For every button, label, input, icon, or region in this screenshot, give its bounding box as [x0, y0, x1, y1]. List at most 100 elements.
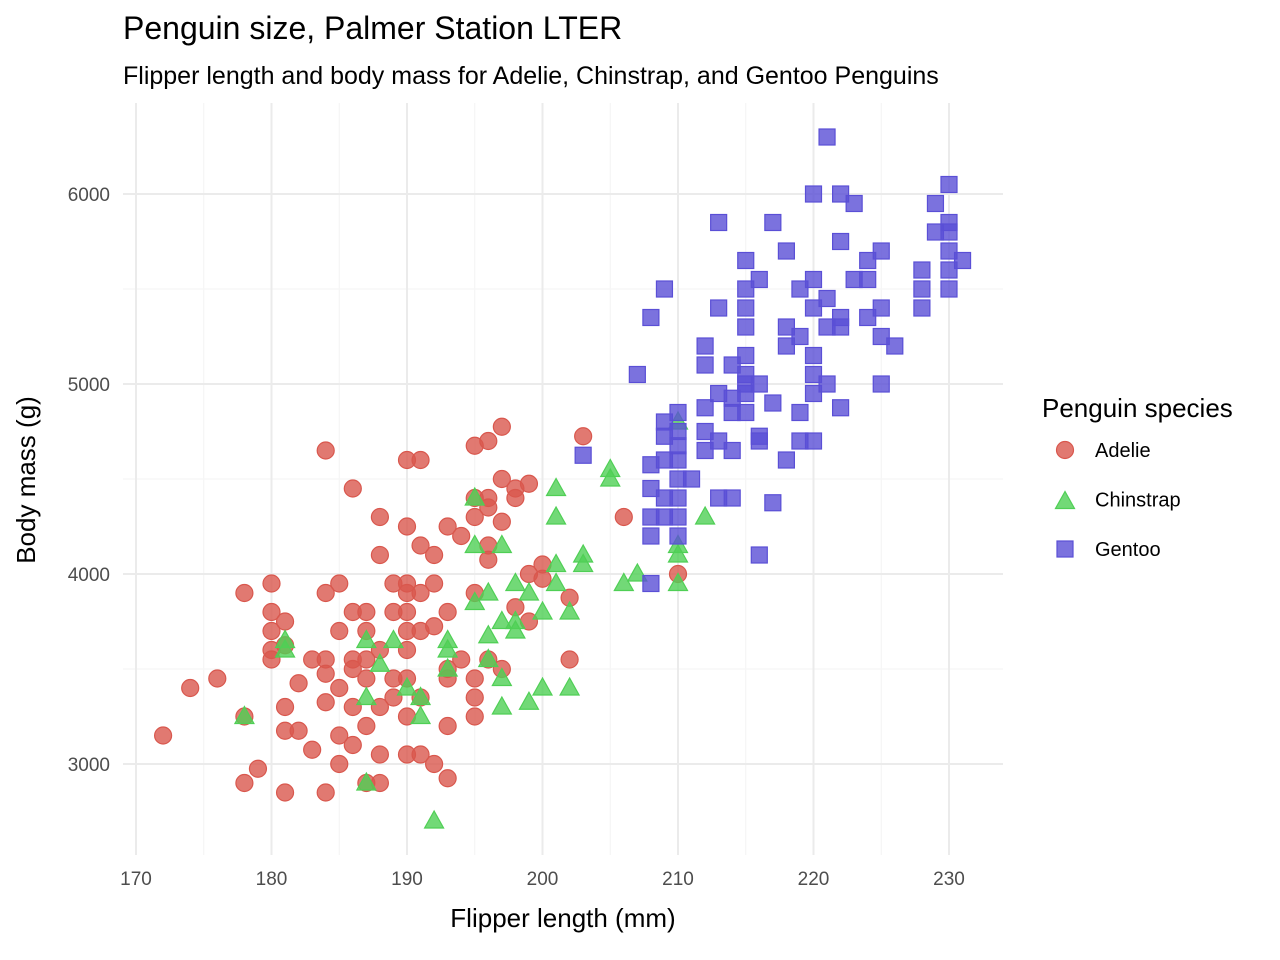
data-point-chinstrap	[504, 619, 526, 639]
data-point-adelie	[248, 759, 268, 778]
data-point-gentoo	[940, 175, 958, 194]
data-point-gentoo	[831, 185, 850, 203]
data-point-gentoo	[642, 574, 660, 593]
data-point-adelie	[479, 431, 498, 451]
data-point-chinstrap	[694, 505, 716, 525]
data-point-adelie	[397, 517, 417, 536]
data-point-adelie	[452, 650, 471, 669]
data-point-gentoo	[750, 375, 768, 393]
data-point-adelie	[343, 479, 362, 498]
data-point-adelie	[438, 769, 457, 788]
data-point-adelie	[303, 740, 322, 759]
data-point-gentoo	[669, 437, 687, 455]
data-point-adelie	[289, 721, 308, 740]
chart-title: Penguin size, Palmer Station LTER	[123, 10, 622, 46]
series-chinstrap	[233, 410, 716, 829]
data-point-chinstrap	[599, 467, 621, 487]
chart-subtitle: Flipper length and body mass for Adelie,…	[123, 62, 939, 90]
data-point-adelie	[425, 574, 444, 593]
x-axis-ticks: 170 180 190 200 210 220 230	[120, 869, 965, 890]
data-point-gentoo	[737, 318, 755, 336]
data-point-gentoo	[682, 470, 701, 488]
data-point-gentoo	[859, 270, 877, 289]
data-point-adelie	[262, 602, 281, 622]
data-point-chinstrap	[559, 600, 581, 620]
data-point-gentoo	[669, 489, 687, 507]
data-point-gentoo	[926, 194, 945, 213]
data-point-gentoo	[777, 451, 796, 469]
data-point-gentoo	[669, 451, 687, 469]
data-point-adelie	[492, 417, 511, 436]
data-point-adelie	[208, 669, 227, 688]
series-gentoo	[574, 128, 972, 593]
data-point-adelie	[465, 669, 484, 688]
data-point-adelie	[316, 664, 335, 683]
data-point-chinstrap	[518, 691, 540, 710]
data-point-adelie	[262, 574, 281, 593]
data-point-adelie	[330, 574, 349, 593]
data-point-gentoo	[655, 280, 674, 298]
legend-items: Adelie Chinstrap Gentoo	[1054, 440, 1181, 561]
legend-label: Chinstrap	[1095, 490, 1181, 512]
data-point-gentoo	[777, 337, 796, 355]
data-point-adelie	[519, 474, 539, 493]
data-point-gentoo	[804, 270, 823, 289]
data-point-adelie	[370, 745, 389, 764]
data-point-gentoo	[872, 327, 890, 346]
data-point-gentoo	[710, 213, 728, 232]
data-point-adelie	[330, 754, 349, 774]
legend-key-gentoo	[1056, 540, 1074, 558]
data-point-gentoo	[669, 527, 687, 545]
data-point-adelie	[397, 640, 417, 660]
data-point-gentoo	[642, 527, 660, 545]
legend-item-adelie: Adelie	[1055, 440, 1151, 462]
data-point-gentoo	[777, 318, 796, 336]
data-point-gentoo	[723, 441, 741, 460]
y-tick-label: 6000	[68, 185, 110, 206]
data-point-chinstrap	[233, 705, 255, 725]
data-point-chinstrap	[423, 809, 445, 829]
data-point-chinstrap	[464, 534, 486, 554]
data-point-adelie	[533, 569, 552, 588]
data-point-chinstrap	[477, 648, 499, 668]
legend-item-gentoo: Gentoo	[1056, 539, 1161, 561]
data-point-gentoo	[859, 251, 877, 270]
x-axis-title: Flipper length (mm)	[450, 903, 675, 933]
data-point-chinstrap	[626, 562, 648, 582]
data-point-chinstrap	[437, 638, 459, 658]
data-point-chinstrap	[464, 591, 486, 611]
data-point-adelie	[235, 773, 254, 793]
data-point-gentoo	[913, 280, 931, 298]
data-point-gentoo	[804, 365, 823, 384]
data-point-adelie	[614, 507, 633, 527]
data-point-chinstrap	[613, 572, 635, 592]
data-point-gentoo	[913, 261, 931, 279]
legend-label: Adelie	[1095, 440, 1151, 462]
data-point-adelie	[465, 688, 484, 707]
data-point-adelie	[316, 693, 335, 712]
data-point-adelie	[425, 754, 444, 774]
y-tick-label: 3000	[68, 755, 110, 776]
data-point-chinstrap	[545, 477, 567, 497]
data-point-adelie	[397, 602, 417, 622]
grid-lines	[123, 103, 1003, 855]
data-point-adelie	[479, 498, 498, 517]
data-point-adelie	[479, 550, 498, 569]
data-point-chinstrap	[410, 705, 432, 725]
legend-title: Penguin species	[1042, 393, 1233, 423]
data-point-gentoo	[764, 394, 782, 412]
data-point-gentoo	[791, 327, 809, 346]
data-point-chinstrap	[545, 572, 567, 592]
data-point-adelie	[452, 526, 471, 546]
data-point-gentoo	[940, 242, 958, 260]
y-tick-label: 4000	[68, 565, 110, 586]
data-point-gentoo	[872, 299, 890, 317]
data-point-gentoo	[669, 403, 687, 422]
data-point-gentoo	[723, 489, 741, 507]
data-point-adelie	[316, 441, 335, 460]
data-point-chinstrap	[518, 581, 540, 601]
data-point-chinstrap	[491, 610, 513, 630]
data-point-adelie	[384, 688, 403, 707]
data-point-gentoo	[737, 384, 755, 403]
